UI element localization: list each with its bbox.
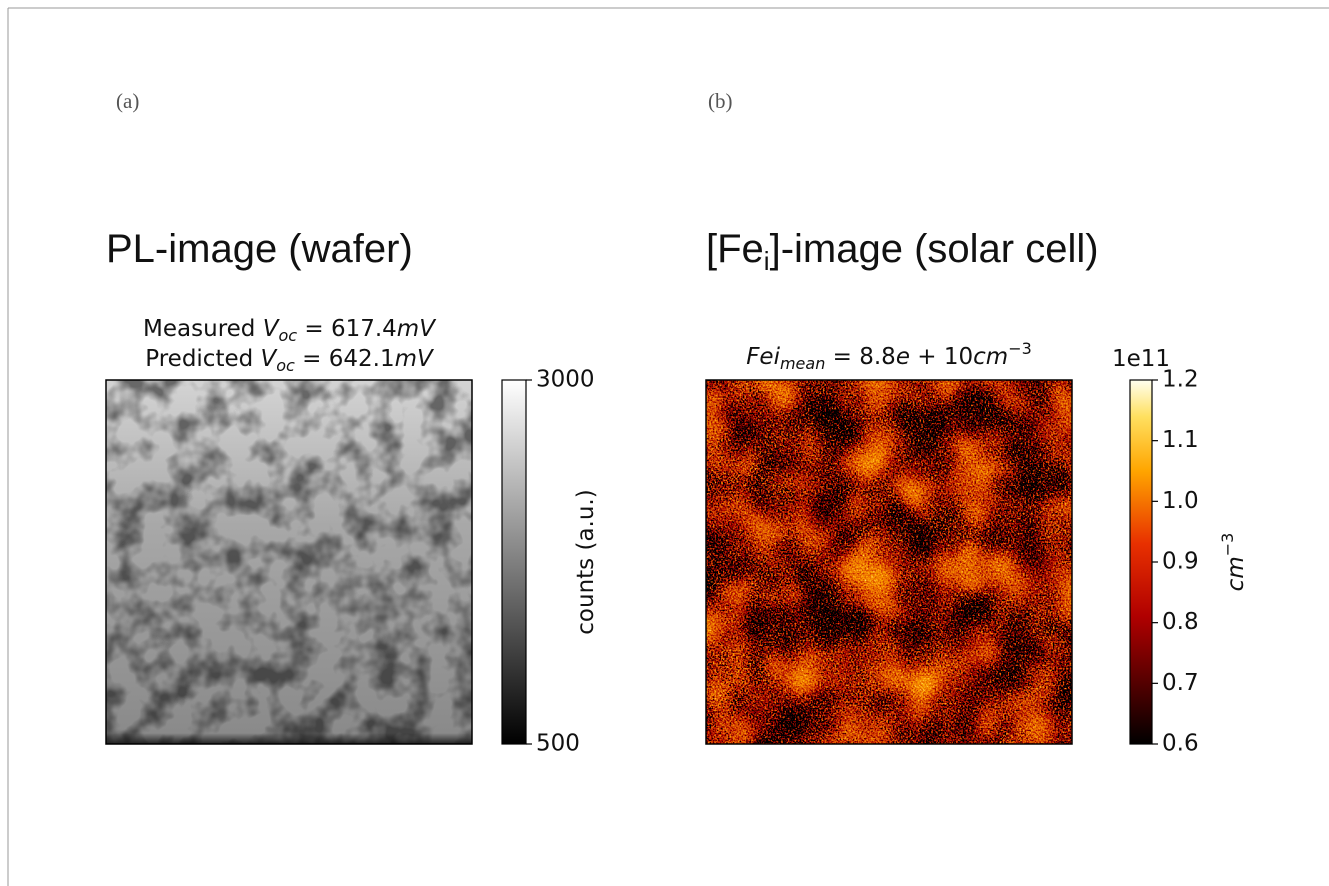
title-part: −3 — [1008, 339, 1032, 358]
colorbar — [1130, 380, 1152, 744]
title-part: Predicted — [145, 346, 260, 372]
title-part: Fei — [746, 344, 780, 370]
title-part: mean — [780, 354, 825, 373]
colorbar-tick-label: 1.0 — [1162, 488, 1199, 514]
title-part: oc — [278, 326, 297, 345]
title-part: Measured — [143, 316, 263, 342]
colorbar-label: cm−3 — [1218, 533, 1249, 592]
title-part: cm — [973, 344, 1008, 370]
colorbar-tick-label: 0.6 — [1162, 731, 1199, 757]
colorbar-tick-label: 3000 — [536, 367, 595, 393]
colorbar-tick-label: 0.7 — [1162, 670, 1199, 696]
title-part: mV — [397, 316, 437, 342]
colorbar-label: counts (a.u.) — [573, 489, 599, 634]
panel-label: (a) — [116, 89, 139, 113]
title-part: + 10 — [910, 344, 973, 370]
colorbar-offset: 1e11 — [1112, 346, 1170, 372]
colorbar-tick-label: 0.8 — [1162, 609, 1199, 635]
label-part: −3 — [1218, 533, 1237, 557]
pl-texture — [106, 380, 472, 744]
heading-part: ]-image (solar cell) — [770, 227, 1099, 271]
title-part: oc — [276, 356, 295, 375]
image-title: Feimean = 8.8e + 10cm−3 — [746, 339, 1032, 373]
fe-image — [706, 380, 1072, 744]
title-part: mV — [395, 346, 435, 372]
image-title: Predicted Voc = 642.1mV — [145, 346, 435, 375]
label-part: cm — [1223, 556, 1249, 591]
panel-label: (b) — [708, 89, 733, 113]
panel-heading: PL-image (wafer) — [106, 227, 413, 271]
colorbar-tick-label: 1.1 — [1162, 427, 1199, 453]
title-part: = 617.4 — [297, 316, 397, 342]
title-part: = 642.1 — [295, 346, 395, 372]
heading-part: [Fe — [706, 227, 764, 271]
title-part: = 8.8 — [825, 344, 895, 370]
colorbar-tick-label: 0.9 — [1162, 549, 1199, 575]
figure: (a) PL-image (wafer) Measured Voc = 617.4m… — [0, 0, 1329, 886]
heading-part: PL-image (wafer) — [106, 227, 413, 271]
panel-heading: [Fei]-image (solar cell) — [706, 227, 1099, 276]
colorbar — [502, 380, 526, 744]
image-title: Measured Voc = 617.4mV — [143, 316, 437, 345]
colorbar-tick-label: 500 — [536, 731, 580, 757]
title-part: e — [896, 344, 910, 370]
